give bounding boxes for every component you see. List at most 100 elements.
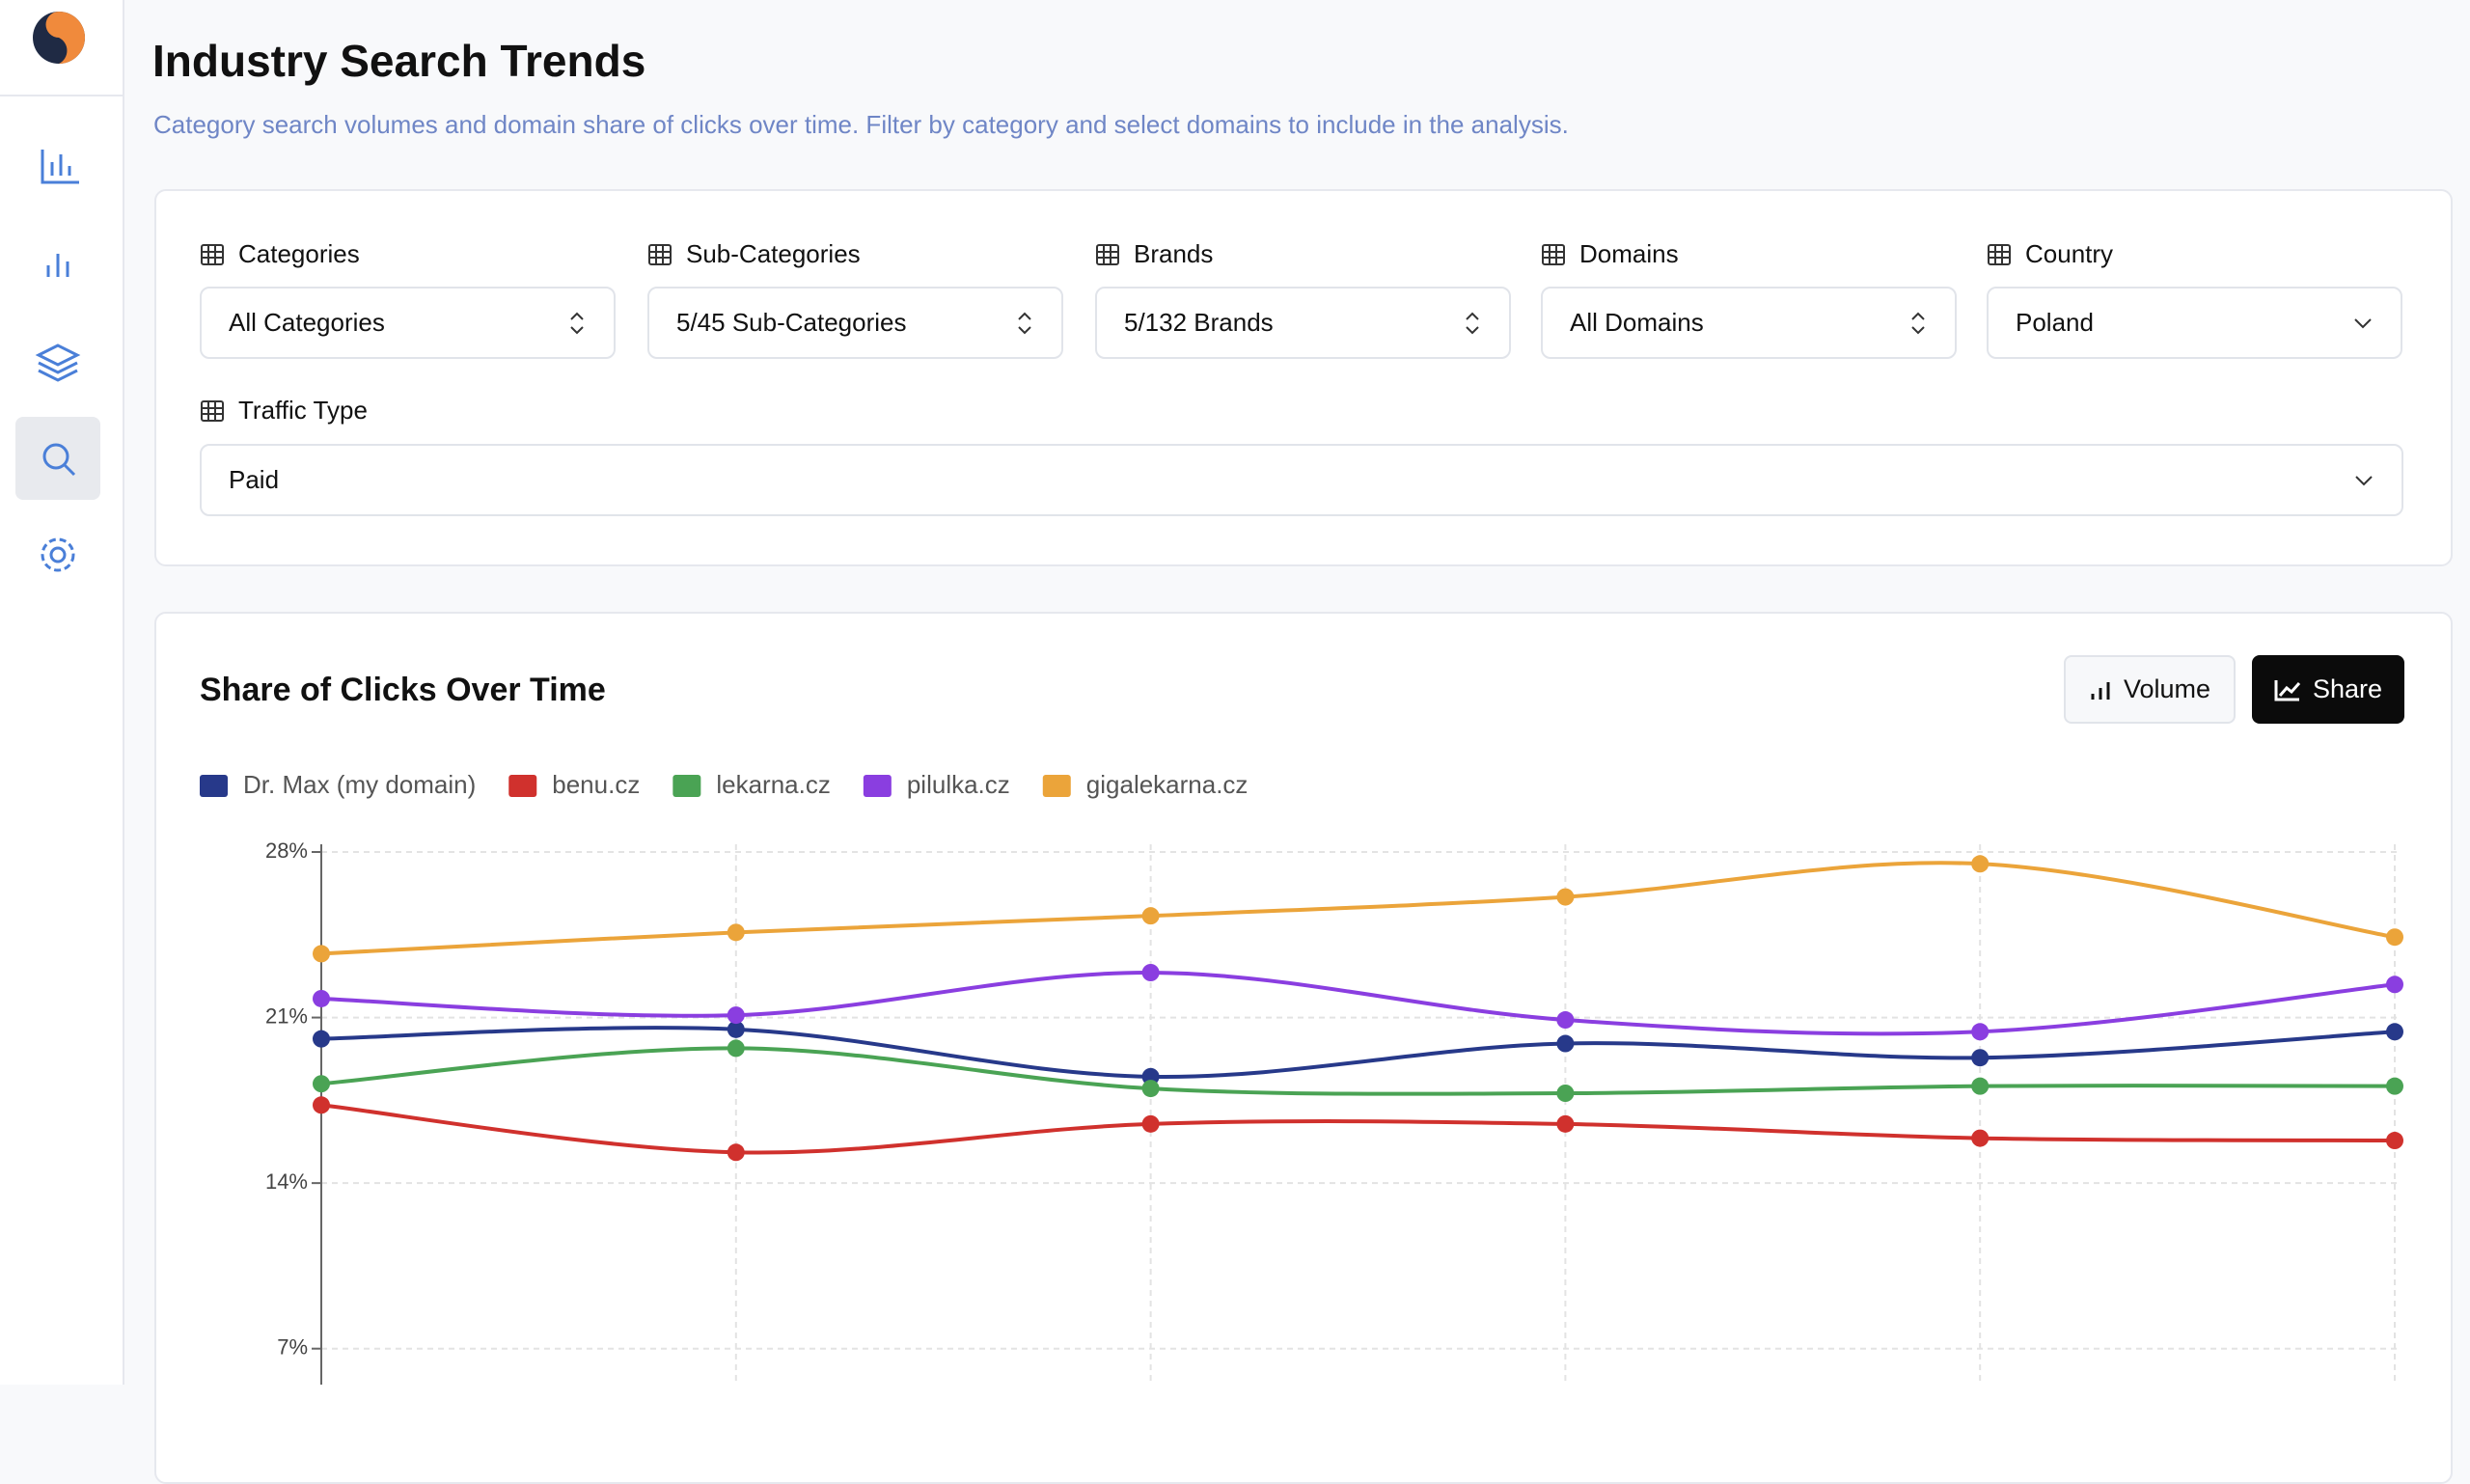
data-point	[1141, 964, 1160, 982]
data-point	[1141, 1080, 1160, 1098]
filter-select[interactable]: Poland	[1987, 287, 2402, 359]
filter-label-text: Country	[2025, 239, 2114, 268]
data-point	[1556, 888, 1575, 906]
filter-value: 5/132 Brands	[1124, 308, 1274, 337]
chart: 7% 14% 21% 28% Dr. Max (my domain) benu.cz lek…	[200, 770, 2403, 1385]
page-subtitle: Category search volumes and domain share…	[153, 110, 1569, 139]
data-point	[2386, 1023, 2403, 1041]
data-point	[1556, 1034, 1575, 1053]
data-point	[313, 1030, 330, 1048]
nav-analytics[interactable]	[46, 254, 69, 277]
y-tick-label: 7%	[277, 1335, 308, 1360]
filter-select[interactable]: 5/132 Brands	[1095, 287, 1511, 359]
chevron	[1466, 312, 1479, 334]
data-point	[1556, 1085, 1575, 1103]
data-point	[1556, 1011, 1575, 1030]
filter-label: Brands	[1095, 239, 1213, 269]
button-label: Share	[2312, 674, 2383, 703]
sidebar	[0, 0, 124, 1385]
series-line	[320, 1103, 2396, 1155]
filter-label-text: Domains	[1579, 239, 1679, 268]
data-point	[1971, 1049, 1990, 1067]
data-point	[313, 1096, 330, 1114]
data-point	[313, 945, 330, 963]
filter-label: Country	[1987, 239, 2113, 269]
filter-icon	[1096, 243, 1119, 265]
logo	[33, 12, 85, 64]
filter-label: Domains	[1541, 239, 1679, 269]
series-line	[320, 1026, 2396, 1079]
legend-swatch	[863, 775, 892, 797]
legend-label: benu.cz	[552, 770, 640, 799]
filter-value: Poland	[2016, 308, 2094, 337]
y-tick-label: 28%	[265, 838, 308, 863]
data-point	[2386, 928, 2403, 947]
chevron	[2355, 475, 2373, 485]
filter-value: Paid	[229, 465, 280, 494]
data-point	[1141, 1114, 1160, 1133]
volume-button[interactable]: Volume	[2064, 655, 2236, 724]
data-point	[1971, 855, 1990, 873]
data-point	[313, 1075, 330, 1093]
chevron	[1911, 312, 1925, 334]
filter-icon	[201, 399, 224, 422]
filter-icon	[1988, 243, 2011, 265]
chart-title: Share of Clicks Over Time	[200, 672, 606, 708]
filter-label: Categories	[200, 239, 360, 269]
filter-label-text: Categories	[238, 239, 360, 268]
filter-select[interactable]: All Categories	[200, 287, 616, 359]
button-label: Volume	[2123, 674, 2211, 703]
legend-label: lekarna.cz	[716, 770, 831, 799]
data-point	[727, 1020, 745, 1038]
filter-label-text: Traffic Type	[238, 396, 368, 425]
data-point	[727, 1006, 745, 1025]
share-button[interactable]: Share	[2252, 655, 2404, 724]
legend-label: pilulka.cz	[907, 770, 1010, 799]
filter-select[interactable]: All Domains	[1541, 287, 1957, 359]
nav-icons	[15, 150, 100, 572]
filter-value: All Categories	[229, 308, 385, 337]
y-tick-label: 21%	[265, 1003, 308, 1028]
data-point	[727, 1039, 745, 1058]
filter-icon	[201, 243, 224, 265]
icon	[2091, 681, 2110, 700]
data-point	[1971, 1077, 1990, 1095]
legend-swatch	[508, 775, 537, 797]
data-point	[2386, 1132, 2403, 1150]
filter-select[interactable]: Paid	[200, 444, 2403, 516]
filter-label: Traffic Type	[200, 396, 368, 426]
filter-label-text: Brands	[1134, 239, 1214, 268]
data-point	[727, 1143, 745, 1162]
filter-icon	[648, 243, 672, 265]
nav-search[interactable]	[63, 463, 76, 477]
legend-label: Dr. Max (my domain)	[243, 770, 476, 799]
nav-settings[interactable]	[41, 537, 75, 572]
data-point	[727, 923, 745, 942]
data-point	[2386, 1077, 2403, 1095]
icon	[2274, 679, 2301, 701]
filter-value: 5/45 Sub-Categories	[676, 308, 907, 337]
filter-select[interactable]: 5/45 Sub-Categories	[647, 287, 1063, 359]
legend-swatch	[200, 775, 228, 797]
y-tick-label: 14%	[265, 1169, 308, 1194]
filter-icon	[1542, 243, 1565, 265]
series-line	[320, 970, 2396, 1036]
data-point	[313, 989, 330, 1007]
series-line	[320, 861, 2396, 956]
series-line	[320, 1046, 2396, 1096]
data-point	[1971, 1129, 1990, 1147]
chart-card	[154, 612, 2453, 1484]
chevron	[2354, 317, 2372, 328]
nav-dashboard[interactable]	[41, 150, 79, 184]
filter-label: Sub-Categories	[647, 239, 861, 269]
data-point	[1971, 1023, 1990, 1041]
data-point	[2386, 976, 2403, 994]
chevron	[570, 312, 584, 334]
legend-label: gigalekarna.cz	[1086, 770, 1249, 799]
legend-swatch	[672, 775, 701, 797]
data-point	[1141, 907, 1160, 925]
data-point	[1556, 1114, 1575, 1133]
nav-layers[interactable]	[35, 344, 81, 382]
chevron	[1018, 312, 1031, 334]
